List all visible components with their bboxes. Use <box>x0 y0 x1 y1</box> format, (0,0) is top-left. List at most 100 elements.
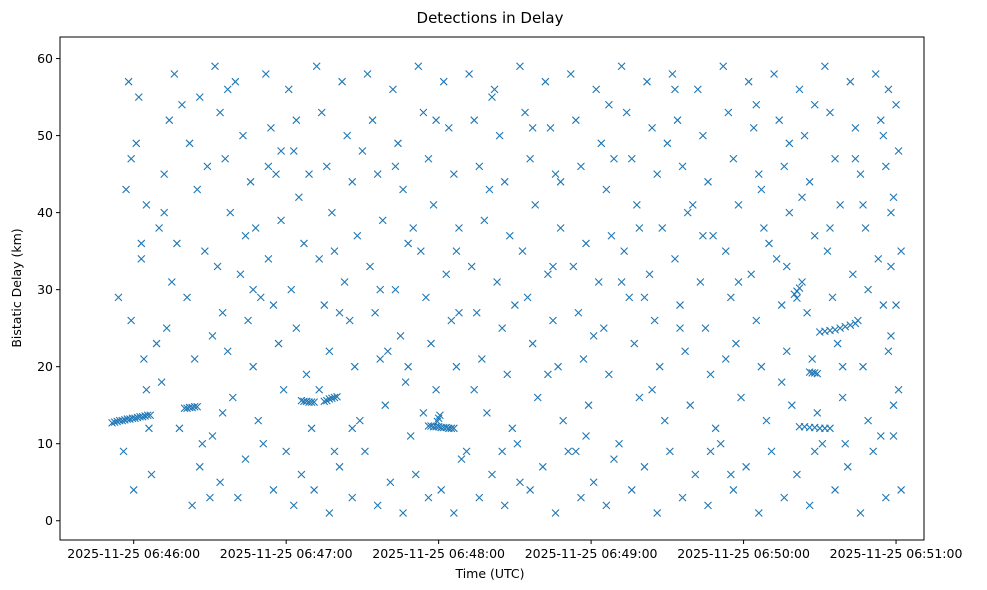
data-point <box>859 362 867 371</box>
data-point <box>185 139 194 148</box>
data-point <box>361 447 369 456</box>
data-point <box>747 270 756 279</box>
data-point <box>325 509 334 517</box>
data-point <box>711 424 720 433</box>
data-point <box>155 224 163 232</box>
data-point <box>610 154 618 163</box>
data-point <box>371 308 379 317</box>
data-point <box>648 124 656 132</box>
data-point <box>556 224 565 232</box>
data-point <box>447 424 456 433</box>
data-point <box>838 393 847 402</box>
data-point <box>470 385 479 394</box>
data-point <box>648 385 656 394</box>
data-point <box>391 285 400 294</box>
data-point <box>810 368 819 377</box>
data-point <box>620 247 629 256</box>
data-point <box>233 493 242 502</box>
data-point <box>131 414 139 423</box>
data-point <box>876 116 885 125</box>
data-point <box>551 170 560 179</box>
data-point <box>216 108 224 117</box>
y-tick-label: 50 <box>37 128 53 143</box>
data-point <box>897 247 906 256</box>
data-point <box>320 397 329 406</box>
data-point <box>602 501 611 510</box>
data-point <box>320 301 329 309</box>
data-point <box>455 308 463 317</box>
data-point <box>589 331 598 340</box>
data-point <box>424 493 433 502</box>
data-point <box>658 224 667 232</box>
data-point <box>228 393 237 402</box>
data-point <box>864 285 872 294</box>
data-point <box>843 462 852 471</box>
data-point <box>892 100 900 109</box>
data-point <box>508 424 517 433</box>
data-point <box>699 131 707 140</box>
data-point <box>404 239 413 248</box>
data-point <box>523 293 532 302</box>
data-point <box>780 162 789 171</box>
data-point <box>577 162 585 171</box>
data-point <box>813 409 822 417</box>
data-point <box>544 270 552 279</box>
data-point <box>732 339 740 348</box>
data-point <box>803 308 811 317</box>
data-points-group <box>108 62 906 517</box>
data-point <box>851 124 860 132</box>
data-point <box>348 493 357 502</box>
data-point <box>462 447 471 456</box>
data-point <box>582 239 590 248</box>
x-axis: 2025-11-25 06:46:00 2025-11-25 06:47:00 20… <box>67 540 962 561</box>
data-point <box>643 77 651 86</box>
data-point <box>549 316 557 325</box>
data-point <box>592 85 601 94</box>
data-point <box>287 285 296 294</box>
data-point <box>826 224 834 232</box>
data-point <box>795 85 804 94</box>
data-point <box>526 486 535 494</box>
data-point <box>452 362 461 371</box>
data-point <box>828 293 837 302</box>
data-point <box>277 147 285 155</box>
data-point <box>391 162 400 171</box>
data-point <box>503 370 512 379</box>
data-point <box>500 501 509 510</box>
data-point <box>884 347 893 356</box>
data-point <box>485 185 494 194</box>
data-point <box>277 216 285 225</box>
data-point <box>127 316 136 325</box>
data-point <box>752 100 761 109</box>
data-point <box>810 231 819 240</box>
data-point <box>366 262 374 271</box>
data-point <box>818 439 827 448</box>
data-point <box>114 293 123 302</box>
data-point <box>876 432 885 440</box>
data-point <box>284 85 293 94</box>
data-point <box>477 355 486 363</box>
data-point <box>605 370 613 379</box>
data-point <box>241 231 250 240</box>
data-point <box>528 124 537 132</box>
data-point <box>396 331 405 340</box>
data-point <box>744 77 753 86</box>
data-point <box>493 278 501 286</box>
data-point <box>143 411 152 420</box>
data-point <box>582 432 590 440</box>
data-point <box>605 100 613 109</box>
data-point <box>892 301 900 309</box>
x-axis-label: Time (UTC) <box>454 566 524 581</box>
data-point <box>836 324 845 333</box>
data-point <box>571 116 580 125</box>
data-point <box>521 108 529 117</box>
data-point <box>617 278 626 286</box>
data-point <box>625 293 634 302</box>
data-point <box>442 270 451 279</box>
data-point <box>216 478 224 487</box>
data-point <box>335 308 344 317</box>
data-point <box>118 416 127 425</box>
data-point <box>653 509 662 517</box>
data-point <box>289 147 298 155</box>
data-point <box>526 154 535 163</box>
